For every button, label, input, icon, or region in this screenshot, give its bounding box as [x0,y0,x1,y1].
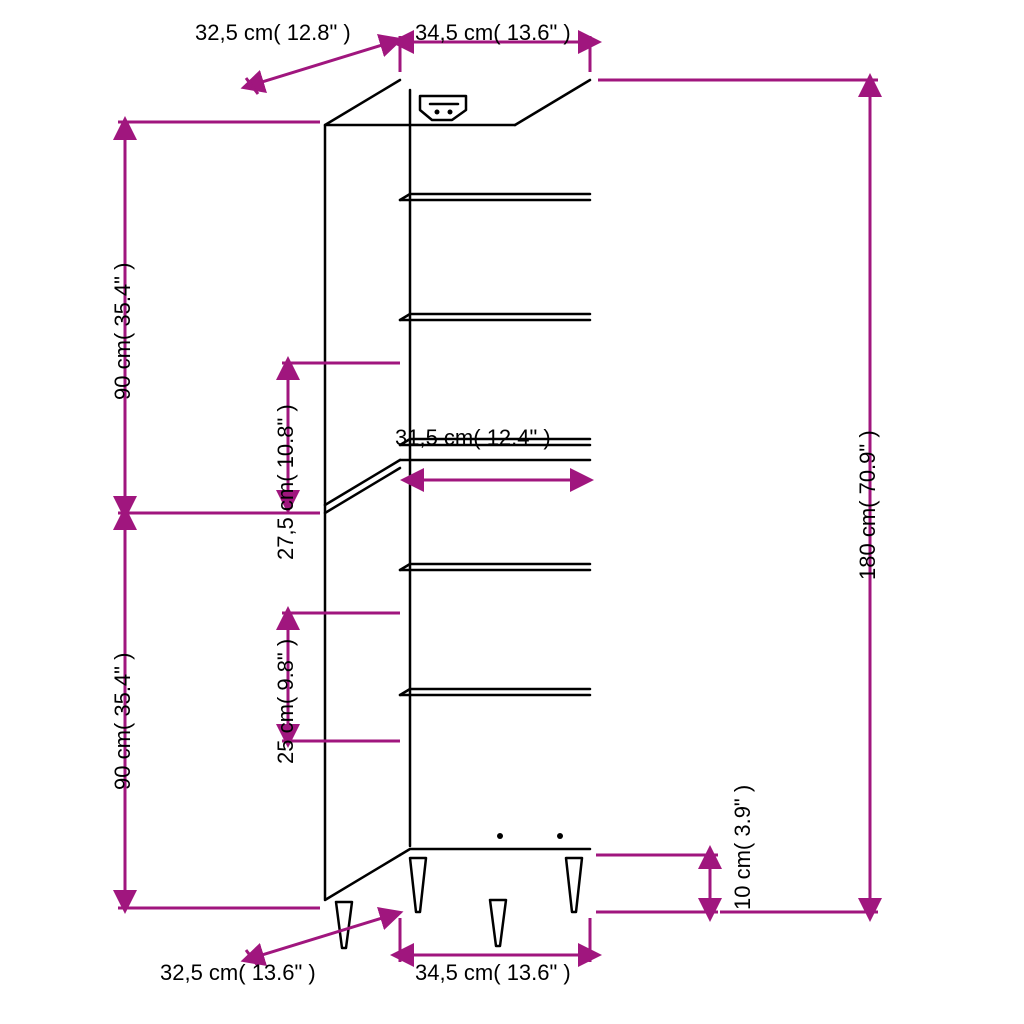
cabinet-outline [325,80,590,948]
label-shelf-upper: 27,5 cm( 10.8" ) [273,404,299,560]
label-upper-height: 90 cm( 35.4" ) [110,263,136,400]
label-leg-height: 10 cm( 3.9" ) [730,785,756,910]
label-lower-height: 90 cm( 35.4" ) [110,653,136,790]
dim-top-depth [252,42,392,85]
dim-bottom-depth [252,915,392,958]
label-inner-width: 31,5 cm( 12.4" ) [395,425,551,451]
label-bottom-depth: 32,5 cm( 13.6" ) [160,960,316,986]
label-shelf-lower: 25 cm( 9.8" ) [273,639,299,764]
label-top-depth: 32,5 cm( 12.8" ) [195,20,351,46]
dimension-diagram: { "colors": { "accent": "#a0167e", "line… [0,0,1024,1024]
label-top-width: 34,5 cm( 13.6" ) [415,20,571,46]
dimension-lines [118,36,878,966]
label-bottom-width: 34,5 cm( 13.6" ) [415,960,571,986]
hinge-bracket [420,96,466,120]
label-total-height: 180 cm( 70.9" ) [855,430,881,580]
